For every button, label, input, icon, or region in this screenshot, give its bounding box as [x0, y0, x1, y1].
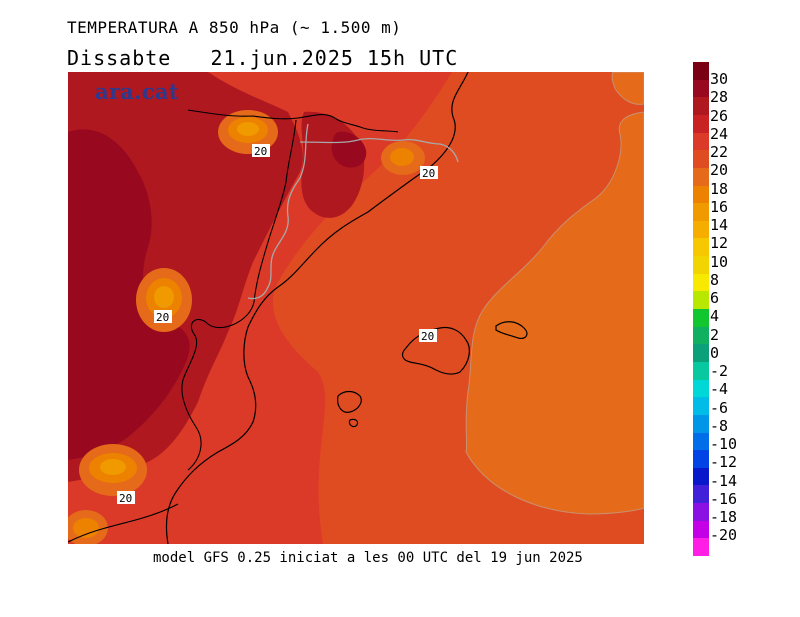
legend-label: 28 — [710, 88, 729, 107]
legend-bin — [693, 79, 709, 98]
legend-bin — [693, 503, 709, 522]
blob-west — [136, 268, 192, 332]
forecast-date: 21.jun.2025 15h UTC — [210, 46, 459, 70]
legend-bin — [693, 291, 709, 310]
contour-label-2: 20 — [420, 166, 438, 180]
legend-label: -16 — [710, 489, 738, 508]
contour-label-text: 20 — [254, 145, 267, 158]
contour-label-4: 20 — [419, 329, 437, 343]
legend-label: 22 — [710, 143, 729, 161]
legend-bin — [693, 361, 709, 381]
legend-bin — [693, 220, 709, 239]
coastline — [165, 72, 469, 544]
contour-label-text: 20 — [156, 311, 169, 324]
chart-title: TEMPERATURA A 850 hPa (~ 1.500 m) — [67, 18, 402, 37]
legend-bin — [693, 238, 709, 257]
legend-label: -14 — [710, 471, 738, 490]
legend-bin — [693, 538, 709, 557]
legend-label: 8 — [710, 270, 720, 289]
legend-label: 2 — [710, 325, 720, 344]
legend-bin — [693, 379, 709, 398]
legend-bin — [693, 132, 709, 151]
legend-label: 0 — [710, 343, 720, 362]
legend-bin — [693, 432, 709, 451]
legend-label: 14 — [710, 216, 729, 234]
legend-label: 12 — [710, 234, 729, 253]
legend-bin — [693, 520, 709, 539]
legend-label: -8 — [710, 416, 729, 435]
legend-bin — [693, 114, 709, 134]
map-svg: 20 20 20 20 20 — [68, 72, 644, 544]
legend-bin — [693, 150, 709, 169]
legend-label: 24 — [710, 124, 729, 143]
legend-bin — [693, 309, 709, 328]
blob-northeast — [381, 141, 425, 175]
legend-bin — [693, 485, 709, 504]
legend-label: 26 — [710, 106, 729, 125]
legend-label: 6 — [710, 289, 720, 307]
legend-label: -10 — [710, 435, 738, 453]
legend-bin — [693, 326, 709, 345]
legend-bin — [693, 450, 709, 469]
legend-label: 18 — [710, 179, 729, 198]
legend-bin — [693, 256, 709, 275]
contour-label-5: 20 — [117, 491, 135, 505]
legend-bin — [693, 62, 709, 81]
contour-label-1: 20 — [252, 144, 270, 158]
forecast-datetime: Dissabte 21.jun.2025 15h UTC — [67, 46, 458, 70]
field-18-20-corner — [611, 72, 644, 105]
legend-label: 4 — [710, 307, 720, 326]
legend-bin — [693, 97, 709, 116]
border-inland — [181, 119, 297, 471]
blob-southwest — [79, 444, 147, 496]
legend-label: -20 — [710, 526, 738, 545]
legend-label: -4 — [710, 380, 729, 399]
legend-bin — [693, 467, 709, 486]
legend-label: 30 — [710, 70, 729, 88]
legend-bin — [693, 185, 709, 204]
legend-label: -2 — [710, 362, 729, 380]
field-18-20 — [465, 111, 644, 515]
island-menorca — [495, 321, 528, 339]
border-pyrenees — [187, 109, 399, 133]
contour-label-text: 20 — [119, 492, 132, 505]
legend-label: -6 — [710, 398, 729, 417]
legend-bin — [693, 203, 709, 222]
field-26-28 — [68, 129, 190, 460]
border-south — [68, 503, 179, 543]
legend-label: 16 — [710, 197, 729, 216]
island-ibiza — [337, 390, 362, 428]
legend-bin — [693, 273, 709, 292]
color-legend — [693, 62, 709, 557]
forecast-day: Dissabte — [67, 46, 172, 70]
brand-logo[interactable]: ara.cat — [95, 79, 179, 104]
temperature-map[interactable]: 20 20 20 20 20 — [68, 72, 644, 544]
legend-label: 20 — [710, 161, 729, 180]
legend-label: -12 — [710, 453, 738, 472]
blob-north — [218, 110, 278, 154]
island-mallorca — [401, 326, 470, 375]
legend-bin — [693, 344, 709, 363]
blob-corner — [68, 510, 108, 544]
contour-label-text: 20 — [422, 167, 435, 180]
contour-label-text: 20 — [421, 330, 434, 343]
legend-label: 10 — [710, 252, 729, 271]
legend-bin — [693, 397, 709, 416]
legend-label: -18 — [710, 508, 738, 526]
legend-bin — [693, 414, 709, 433]
legend-bin — [693, 167, 709, 186]
contour-label-3: 20 — [154, 310, 172, 324]
model-info: model GFS 0.25 iniciat a les 00 UTC del … — [153, 550, 583, 566]
regional-boundary — [247, 123, 459, 300]
